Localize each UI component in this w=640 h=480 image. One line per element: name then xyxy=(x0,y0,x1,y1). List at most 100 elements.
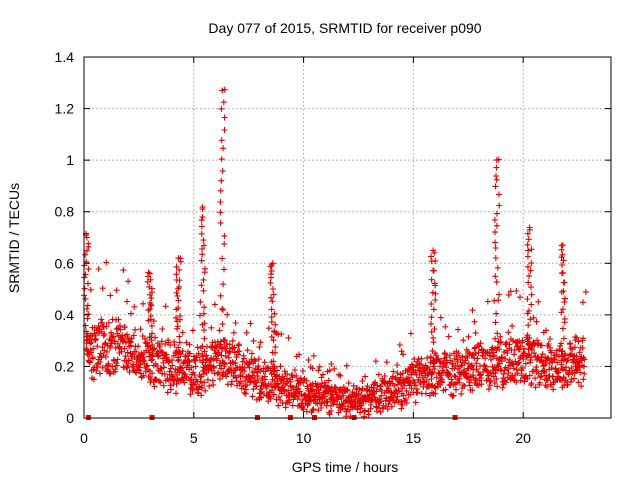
data-point xyxy=(412,382,419,389)
data-point xyxy=(310,386,317,393)
data-point xyxy=(218,352,225,359)
data-point xyxy=(567,345,574,351)
data-point xyxy=(217,199,224,205)
x-tick-label: 0 xyxy=(80,430,88,446)
data-point xyxy=(535,298,542,305)
data-point xyxy=(221,232,228,239)
data-point xyxy=(270,286,276,292)
y-tick-labels: 0 0.2 0.4 0.6 0.8 1 1.2 1.4 xyxy=(55,49,75,426)
data-point xyxy=(156,378,163,385)
data-point xyxy=(272,349,279,356)
data-point xyxy=(257,339,264,346)
data-point xyxy=(365,411,372,418)
data-point xyxy=(477,340,484,347)
data-point xyxy=(186,341,193,348)
data-point xyxy=(175,297,182,304)
data-point xyxy=(381,373,388,379)
data-point xyxy=(493,376,500,383)
data-point xyxy=(528,301,535,308)
data-point xyxy=(165,359,172,366)
data-point xyxy=(575,379,582,386)
data-point xyxy=(501,349,507,355)
data-point xyxy=(432,297,439,303)
data-point xyxy=(211,364,218,371)
data-point xyxy=(166,358,173,365)
data-point xyxy=(199,246,205,252)
data-point xyxy=(154,363,161,369)
data-point xyxy=(407,391,414,398)
data-point xyxy=(97,370,103,377)
data-point xyxy=(527,267,534,274)
data-point xyxy=(270,337,277,344)
data-point xyxy=(496,291,503,298)
data-point xyxy=(109,363,116,370)
axis-ticks xyxy=(83,56,611,419)
data-point xyxy=(433,352,439,359)
data-point xyxy=(532,384,539,391)
data-point xyxy=(183,374,190,381)
data-point xyxy=(474,355,481,362)
data-point xyxy=(140,372,147,379)
data-point xyxy=(99,364,106,371)
data-point xyxy=(328,361,335,367)
data-point xyxy=(428,301,435,307)
data-point xyxy=(530,314,537,321)
data-point xyxy=(86,359,93,366)
data-point xyxy=(408,361,415,368)
data-point xyxy=(573,334,580,341)
data-point xyxy=(464,355,471,361)
data-point xyxy=(524,253,531,260)
data-point xyxy=(255,356,262,363)
data-point xyxy=(198,257,205,264)
data-point xyxy=(544,355,551,362)
data-point xyxy=(492,245,499,251)
data-point xyxy=(373,388,380,395)
data-point xyxy=(133,369,140,376)
data-point xyxy=(377,383,384,390)
data-point xyxy=(198,223,205,230)
data-point xyxy=(219,321,226,328)
data-point xyxy=(208,324,215,331)
data-point xyxy=(268,306,275,313)
data-point xyxy=(149,341,156,348)
data-point xyxy=(155,353,162,360)
data-point xyxy=(420,378,427,385)
data-point xyxy=(400,392,407,399)
data-point xyxy=(518,372,525,379)
data-point xyxy=(364,383,371,390)
data-point xyxy=(513,366,520,373)
y-axis-label: SRMTID / TECUs xyxy=(6,183,22,293)
data-point xyxy=(165,377,172,384)
data-point xyxy=(412,368,419,375)
data-point xyxy=(493,157,500,164)
data-point xyxy=(437,314,444,321)
data-point xyxy=(497,333,504,340)
data-point xyxy=(559,262,566,268)
data-point xyxy=(489,344,496,351)
data-point xyxy=(151,345,158,352)
data-point xyxy=(101,347,108,354)
data-point xyxy=(173,271,180,278)
data-point xyxy=(559,242,566,249)
data-point xyxy=(272,344,279,351)
data-point xyxy=(525,279,532,286)
data-point xyxy=(174,323,181,330)
data-point xyxy=(220,369,227,376)
data-point xyxy=(492,319,499,326)
data-point xyxy=(486,378,493,385)
data-point xyxy=(577,369,584,376)
data-point xyxy=(340,392,347,399)
data-point xyxy=(547,336,553,342)
data-point xyxy=(496,346,503,353)
data-point xyxy=(105,360,112,367)
data-point xyxy=(201,335,208,342)
data-point xyxy=(187,391,194,398)
data-point xyxy=(406,366,413,373)
x-tick-labels: 0 5 10 15 20 xyxy=(80,430,531,446)
data-point xyxy=(127,338,134,345)
data-point xyxy=(354,406,361,413)
data-point xyxy=(198,392,205,399)
data-point xyxy=(451,372,458,379)
data-point xyxy=(473,360,480,367)
data-point xyxy=(220,281,227,288)
